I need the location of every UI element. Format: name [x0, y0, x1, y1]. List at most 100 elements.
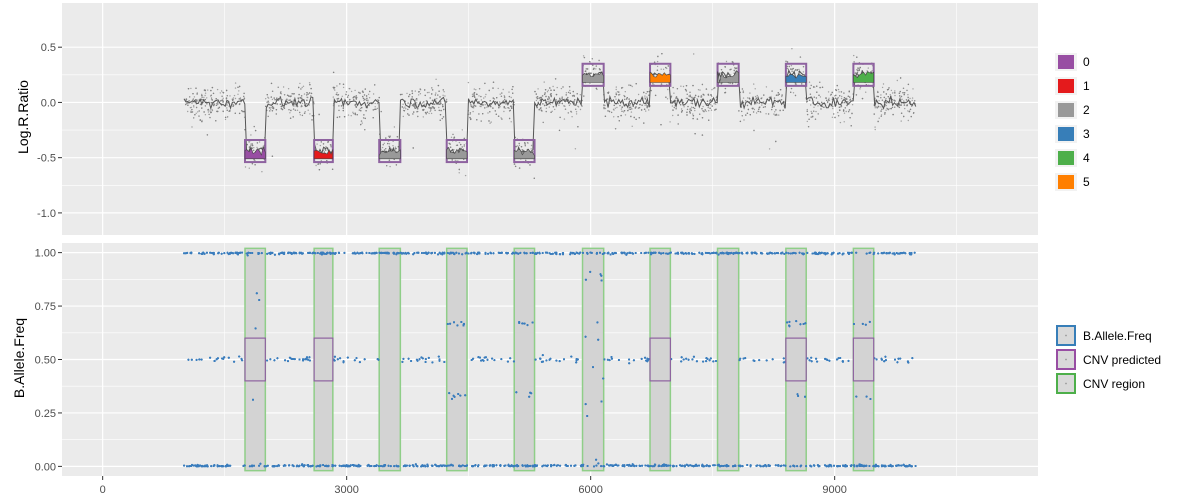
lrr-point — [794, 83, 797, 85]
lrr-point — [900, 112, 903, 114]
lrr-point — [905, 99, 908, 101]
lrr-point — [439, 119, 441, 122]
lrr-point — [360, 120, 363, 122]
lrr-point — [741, 88, 744, 90]
lrr-point — [192, 93, 194, 95]
lrr-point — [253, 125, 255, 128]
lrr-point — [909, 97, 911, 100]
lrr-point — [359, 107, 362, 110]
lrr-point — [473, 92, 476, 94]
lrr-point — [363, 114, 365, 116]
lrr-point — [433, 103, 436, 106]
lrr-point — [583, 95, 585, 97]
lrr-point — [903, 115, 905, 118]
lrr-point — [821, 101, 823, 104]
lrr-point — [365, 110, 367, 112]
lrr-point — [298, 86, 300, 89]
lrr-point — [810, 84, 812, 87]
lrr-point — [693, 53, 695, 55]
lrr-point — [865, 91, 867, 93]
lrr-point — [880, 115, 882, 118]
lrr-point — [524, 143, 526, 145]
lrr-point — [880, 97, 882, 99]
top-y-tick-label: -0.5 — [37, 153, 56, 165]
lrr-point — [251, 144, 254, 147]
lrr-point — [251, 143, 253, 145]
lrr-point — [362, 95, 364, 98]
lrr-point — [660, 124, 662, 126]
lrr-point — [688, 95, 690, 97]
lrr-point — [363, 94, 366, 96]
lrr-point — [222, 92, 225, 94]
cnv-segment — [581, 62, 605, 87]
lrr-point — [910, 115, 912, 118]
lrr-point — [816, 91, 818, 93]
lrr-point — [355, 97, 358, 99]
lrr-point — [620, 114, 622, 117]
lrr-point — [790, 68, 792, 70]
lrr-point — [222, 101, 224, 104]
lrr-point — [354, 89, 356, 92]
lrr-point — [383, 142, 385, 144]
lrr-point — [207, 109, 209, 111]
lrr-point — [628, 98, 630, 100]
lrr-point — [646, 91, 649, 93]
lrr-point — [691, 98, 693, 100]
lrr-point — [403, 110, 406, 112]
lrr-point — [607, 110, 609, 112]
lrr-point — [362, 91, 364, 94]
lrr-point — [811, 116, 814, 118]
lrr-point — [283, 94, 286, 96]
lrr-point — [433, 107, 435, 110]
lrr-point — [364, 129, 366, 131]
lrr-point — [731, 61, 734, 63]
lrr-point — [788, 65, 790, 68]
lrr-point — [402, 115, 404, 118]
lrr-point — [480, 99, 483, 101]
lrr-point — [389, 135, 391, 137]
lrr-point — [757, 110, 759, 113]
lrr-point — [362, 97, 365, 100]
lrr-point — [363, 99, 365, 102]
lrr-point — [306, 99, 308, 102]
lrr-point — [435, 92, 437, 94]
lrr-point — [226, 95, 228, 97]
cnv-segment-fill — [853, 71, 874, 83]
lrr-point — [877, 95, 879, 98]
lrr-point — [779, 89, 782, 91]
lrr-point — [217, 110, 219, 113]
lrr-point — [907, 119, 909, 122]
lrr-point — [704, 109, 706, 111]
lrr-point — [570, 110, 572, 113]
lrr-point — [892, 113, 894, 116]
lrr-point — [458, 168, 460, 171]
lrr-point — [207, 111, 210, 113]
lrr-point — [880, 110, 882, 112]
lrr-point — [656, 69, 659, 71]
lrr-point — [380, 110, 382, 113]
lrr-point — [608, 110, 611, 113]
lrr-point — [498, 101, 501, 103]
lrr-point — [857, 67, 859, 69]
lrr-point — [901, 98, 903, 101]
lrr-point — [316, 143, 318, 145]
lrr-point — [685, 85, 688, 87]
lrr-point — [907, 110, 909, 112]
lrr-point — [735, 67, 737, 70]
lrr-point — [439, 103, 441, 105]
lrr-point — [806, 100, 808, 102]
lrr-point — [480, 95, 482, 98]
lrr-point — [294, 105, 296, 107]
lrr-point — [409, 93, 411, 96]
lrr-point — [618, 91, 620, 93]
lrr-point — [742, 97, 745, 99]
lrr-point — [207, 89, 209, 91]
lrr-point — [621, 106, 623, 108]
lrr-point — [739, 120, 742, 123]
lrr-point — [867, 67, 869, 69]
lrr-point — [672, 109, 674, 111]
lrr-point — [426, 101, 428, 103]
lrr-point — [569, 92, 571, 94]
lrr-point — [607, 98, 609, 100]
lrr-point — [752, 107, 754, 110]
